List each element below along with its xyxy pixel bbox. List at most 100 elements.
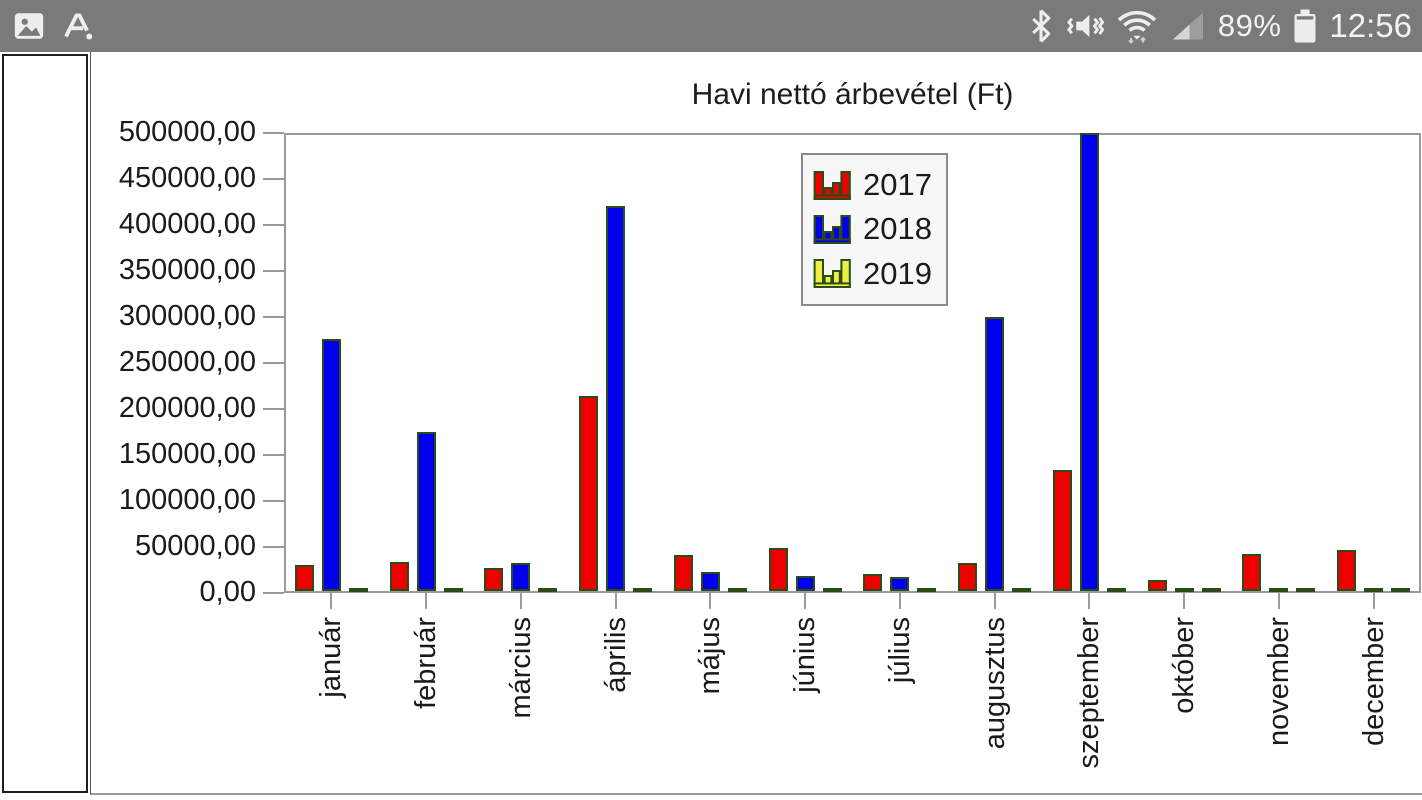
bar-2018-szeptember	[1079, 133, 1099, 591]
y-tick-label: 0,00	[199, 576, 256, 608]
y-tick-mark	[263, 178, 284, 180]
x-axis-label: április	[599, 617, 632, 693]
x-tick-mark	[614, 593, 617, 609]
x-tick-mark	[804, 593, 807, 609]
bar-2019-május	[727, 588, 747, 592]
y-tick-mark	[263, 132, 284, 134]
bar-2017-október	[1147, 580, 1167, 591]
y-tick-label: 350000,00	[118, 254, 256, 286]
y-tick-mark	[263, 362, 284, 364]
x-axis-label: október	[1168, 617, 1201, 714]
x-axis-label: november	[1262, 617, 1295, 746]
y-tick-label: 50000,00	[135, 530, 256, 562]
y-tick-mark	[263, 408, 284, 410]
x-tick-mark	[1277, 593, 1280, 609]
bar-2019-szeptember	[1106, 588, 1126, 592]
bar-2019-március	[538, 588, 558, 592]
y-tick-label: 450000,00	[118, 162, 256, 194]
bar-2018-október	[1174, 588, 1194, 592]
bar-2017-február	[389, 562, 409, 591]
legend-swatch-2018-icon	[813, 214, 851, 244]
bar-2017-január	[294, 565, 314, 591]
bar-2017-március	[484, 568, 504, 591]
bar-2017-december	[1337, 550, 1357, 591]
left-page-strip[interactable]	[2, 54, 88, 793]
bar-2019-december	[1391, 588, 1411, 592]
x-axis-label: június	[789, 617, 822, 693]
chart-legend: 2017 2018	[801, 153, 948, 306]
legend-swatch-2017-icon	[813, 170, 851, 200]
y-tick-label: 500000,00	[118, 116, 256, 148]
x-tick-mark	[1088, 593, 1091, 609]
y-tick-mark	[263, 454, 284, 456]
chart-canvas[interactable]: Havi nettó árbevétel (Ft) 0,00 50000,00 10…	[90, 52, 1422, 795]
x-axis-label: május	[694, 617, 727, 695]
legend-item-2018: 2018	[813, 211, 936, 247]
x-tick-mark	[1183, 593, 1186, 609]
x-tick-mark	[993, 593, 996, 609]
bar-2019-november	[1296, 588, 1316, 592]
x-axis-label: január	[315, 617, 348, 698]
cell-signal-icon	[1172, 12, 1203, 40]
bar-2019-január	[348, 588, 368, 592]
bar-2017-május	[673, 555, 693, 591]
bar-2018-július	[890, 577, 910, 591]
legend-label-2018: 2018	[863, 211, 932, 247]
legend-item-2019: 2019	[813, 256, 936, 292]
y-tick-mark	[263, 270, 284, 272]
y-tick-label: 150000,00	[118, 438, 256, 470]
bar-2019-február	[443, 588, 463, 592]
bar-2018-január	[321, 339, 341, 591]
bar-2017-november	[1242, 554, 1262, 591]
legend-swatch-2019-icon	[813, 259, 851, 289]
wifi-icon	[1117, 10, 1157, 44]
bluetooth-icon	[1032, 9, 1051, 43]
status-bar-notifications	[0, 8, 1028, 44]
bar-2017-szeptember	[1052, 470, 1072, 591]
bar-2017-április	[579, 396, 599, 591]
x-tick-mark	[330, 593, 333, 609]
x-axis-label: március	[504, 617, 537, 719]
x-axis-label: szeptember	[1073, 617, 1106, 769]
status-bar-indicators: 89% 12:56	[1028, 7, 1422, 45]
y-tick-mark	[263, 592, 284, 594]
x-axis-label: február	[410, 617, 443, 709]
x-tick-mark	[1372, 593, 1375, 609]
battery-icon	[1294, 9, 1316, 43]
x-axis-label: július	[883, 617, 916, 684]
x-axis-label: december	[1357, 617, 1390, 746]
x-tick-mark	[425, 593, 428, 609]
y-tick-mark	[263, 546, 284, 548]
bar-2019-június	[822, 588, 842, 592]
y-tick-label: 200000,00	[118, 392, 256, 424]
bar-2019-július	[917, 588, 937, 592]
bar-2018-április	[606, 206, 626, 591]
mute-vibrate-icon	[1066, 15, 1104, 37]
bar-2018-február	[416, 432, 436, 591]
battery-percent: 89%	[1217, 8, 1282, 43]
bar-2018-december	[1364, 588, 1384, 592]
bar-2018-március	[511, 563, 531, 591]
x-tick-mark	[709, 593, 712, 609]
bar-2019-április	[633, 588, 653, 592]
bar-2017-július	[863, 574, 883, 591]
y-tick-label: 300000,00	[118, 300, 256, 332]
chart-title: Havi nettó árbevétel (Ft)	[691, 78, 1014, 111]
x-tick-mark	[898, 593, 901, 609]
legend-label-2019: 2019	[863, 255, 932, 291]
status-bar[interactable]: 89% 12:56	[0, 0, 1422, 52]
y-tick-label: 100000,00	[118, 484, 256, 516]
bar-2019-október	[1201, 588, 1221, 592]
x-tick-mark	[519, 593, 522, 609]
bar-2019-augusztus	[1012, 588, 1032, 592]
smart-select-icon	[64, 13, 93, 40]
y-tick-mark	[263, 500, 284, 502]
bar-2018-november	[1269, 588, 1289, 592]
bar-2017-június	[768, 548, 788, 591]
y-tick-label: 400000,00	[118, 208, 256, 240]
legend-item-2017: 2017	[813, 167, 936, 203]
bar-2018-május	[700, 572, 720, 591]
y-tick-label: 250000,00	[118, 346, 256, 378]
bar-2018-augusztus	[985, 317, 1005, 591]
